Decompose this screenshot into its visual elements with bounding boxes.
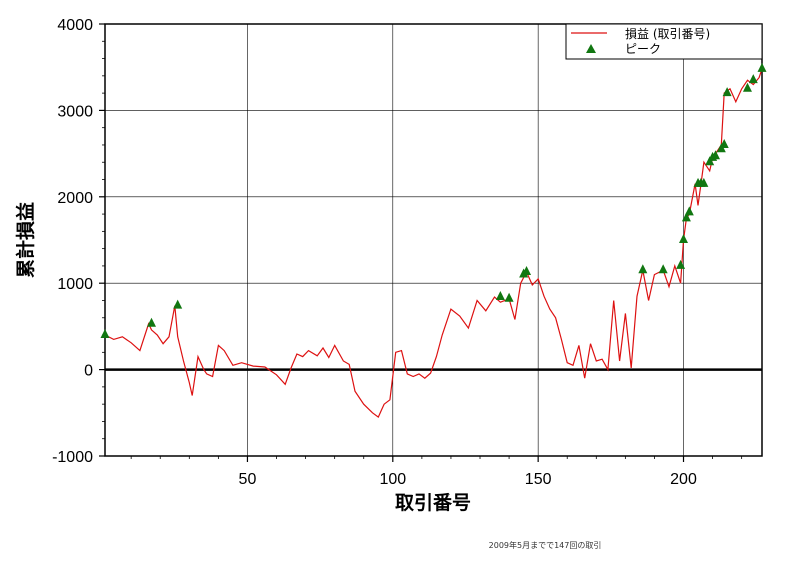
legend: 損益 (取引番号) ピーク bbox=[565, 23, 763, 60]
peak-marker bbox=[638, 264, 648, 274]
y-tick-label: 1000 bbox=[57, 276, 93, 293]
peak-marker bbox=[757, 62, 767, 72]
axis-ticks: -1000 0 1000 2000 3000 4000 50 100 150 200 bbox=[52, 17, 743, 488]
peak-marker bbox=[676, 259, 686, 269]
y-tick-label: 2000 bbox=[57, 190, 93, 207]
peak-marker bbox=[722, 87, 732, 97]
peak-marker bbox=[495, 291, 505, 301]
footnote: 2009年5月までで147回の取引 bbox=[489, 540, 602, 550]
x-tick-label: 150 bbox=[525, 471, 552, 488]
y-tick-label: 0 bbox=[84, 363, 93, 380]
y-tick-label: 3000 bbox=[57, 103, 93, 120]
y-tick-label: -1000 bbox=[52, 449, 93, 466]
peak-marker bbox=[522, 265, 532, 275]
peak-marker bbox=[710, 150, 720, 160]
peak-marker bbox=[684, 206, 694, 216]
y-axis-title: 累計損益 bbox=[14, 202, 37, 278]
peak-marker bbox=[173, 299, 183, 309]
peak-marker bbox=[699, 177, 709, 187]
peak-marker bbox=[681, 212, 691, 222]
x-tick-label: 200 bbox=[670, 471, 697, 488]
x-tick-label: 100 bbox=[379, 471, 406, 488]
legend-box bbox=[565, 23, 763, 60]
peak-markers bbox=[100, 62, 767, 339]
y-axis-label: 累計損益 bbox=[14, 202, 37, 278]
peak-marker bbox=[679, 234, 689, 243]
peak-marker bbox=[719, 138, 729, 148]
legend-label-peak: ピーク bbox=[625, 42, 661, 56]
peak-marker bbox=[504, 292, 514, 302]
peak-marker bbox=[100, 329, 110, 339]
y-tick-label: 4000 bbox=[57, 17, 93, 34]
peak-marker bbox=[658, 264, 668, 274]
x-axis-label: 取引番号 bbox=[395, 492, 471, 514]
x-tick-label: 50 bbox=[239, 471, 257, 488]
legend-label-pnl: 損益 (取引番号) bbox=[625, 26, 710, 41]
peak-marker bbox=[748, 74, 758, 84]
plot-area bbox=[104, 23, 763, 457]
legend-marker-swatch bbox=[586, 44, 596, 53]
peak-marker bbox=[742, 82, 752, 92]
peak-marker bbox=[147, 317, 157, 327]
